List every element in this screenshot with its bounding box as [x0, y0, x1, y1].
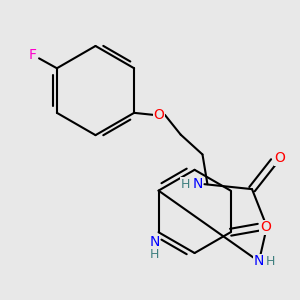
- Text: F: F: [29, 48, 37, 62]
- Text: O: O: [154, 108, 164, 122]
- Text: N: N: [192, 177, 203, 191]
- Text: O: O: [260, 220, 271, 234]
- Text: H: H: [150, 248, 159, 260]
- Text: O: O: [274, 152, 285, 165]
- Text: N: N: [254, 254, 264, 268]
- Text: H: H: [266, 255, 275, 268]
- Text: N: N: [149, 235, 160, 249]
- Text: H: H: [181, 178, 190, 191]
